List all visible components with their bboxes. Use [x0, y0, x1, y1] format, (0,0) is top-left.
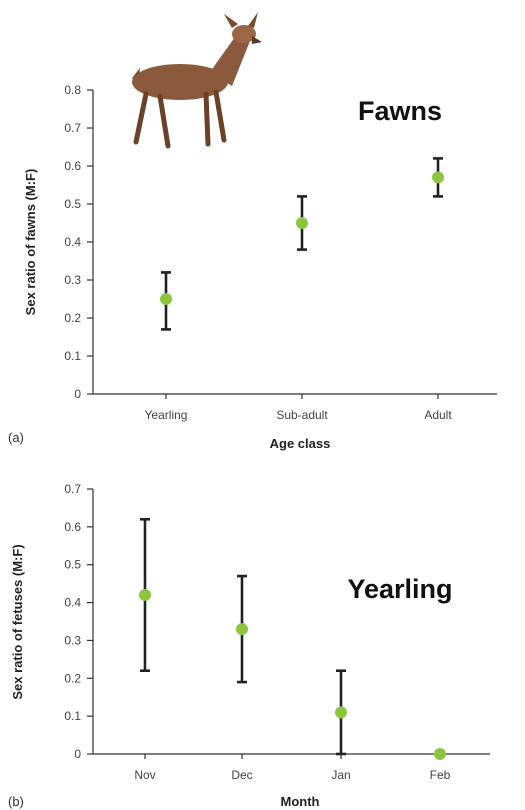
y-tick-label: 0 [74, 387, 81, 401]
y-axis-title-b: Sex ratio of fetuses (M:F) [10, 544, 25, 699]
data-point [335, 706, 347, 719]
x-tick-label: Sub-adult [276, 408, 328, 422]
data-point [160, 293, 172, 305]
x-ticks-a: Yearling Sub-adult Adult [145, 394, 452, 422]
x-axis-title-b: Month [281, 794, 320, 809]
deer-leg [213, 89, 227, 143]
x-tick-label: Adult [424, 408, 452, 422]
deer-leg [157, 93, 171, 149]
x-axis-title-a: Age class [270, 436, 331, 451]
x-tick-label: Feb [430, 768, 451, 782]
x-tick-label: Nov [134, 768, 155, 782]
y-tick-label: 0.8 [64, 83, 81, 97]
y-axis-title-a: Sex ratio of fawns (M:F) [23, 169, 38, 316]
y-tick-label: 0.3 [64, 633, 81, 647]
marks-a [160, 157, 444, 331]
y-tick-label: 0.7 [64, 121, 81, 135]
y-tick-label: 0.4 [64, 596, 81, 610]
data-point [236, 623, 248, 636]
deer-body [132, 64, 228, 100]
y-tick-label: 0.2 [64, 671, 81, 685]
y-tick-label: 0 [74, 747, 81, 761]
annotation-fawns: Fawns [358, 96, 442, 126]
x-tick-label: Dec [231, 768, 252, 782]
data-point [139, 589, 151, 601]
y-tick-label: 0.3 [64, 273, 81, 287]
y-tick-label: 0.7 [64, 482, 81, 496]
deer-neck [210, 30, 252, 86]
y-tick-label: 0.5 [64, 197, 81, 211]
marks-b [139, 517, 446, 760]
deer-leg [133, 91, 149, 145]
deer-illustration [132, 12, 262, 149]
x-tick-label: Yearling [145, 408, 188, 422]
data-point [432, 171, 444, 184]
annotation-yearling: Yearling [347, 574, 452, 604]
panel-a-fawns: Fawns 0 0.1 0.2 0.3 0.4 0.5 0.6 0.7 0.8 Yearling… [8, 12, 497, 451]
y-tick-label: 0.4 [64, 235, 81, 249]
deer-muzzle [252, 36, 262, 44]
y-tick-label: 0.2 [64, 311, 81, 325]
x-ticks-b: Nov Dec Jan Feb [134, 754, 451, 782]
y-tick-label: 0.6 [64, 520, 81, 534]
panel-b-yearling: Yearling 0 0.1 0.2 0.3 0.4 0.5 0.6 0.7 Nov Dec Ja… [8, 482, 490, 809]
deer-ear-right [248, 12, 258, 28]
deer-head [232, 25, 256, 43]
y-ticks-b: 0 0.1 0.2 0.3 0.4 0.5 0.6 0.7 [64, 482, 93, 761]
y-tick-label: 0.1 [64, 709, 81, 723]
deer-ear-left [224, 14, 238, 28]
data-point [296, 217, 308, 229]
data-point [434, 748, 446, 760]
y-tick-label: 0.6 [64, 159, 81, 173]
panel-label-a: (a) [8, 430, 24, 445]
y-tick-label: 0.1 [64, 349, 81, 363]
panel-label-b: (b) [8, 794, 24, 809]
y-ticks-a: 0 0.1 0.2 0.3 0.4 0.5 0.6 0.7 0.8 [64, 83, 93, 401]
deer-leg [203, 91, 211, 147]
x-tick-label: Jan [331, 768, 350, 782]
y-tick-label: 0.5 [64, 558, 81, 572]
